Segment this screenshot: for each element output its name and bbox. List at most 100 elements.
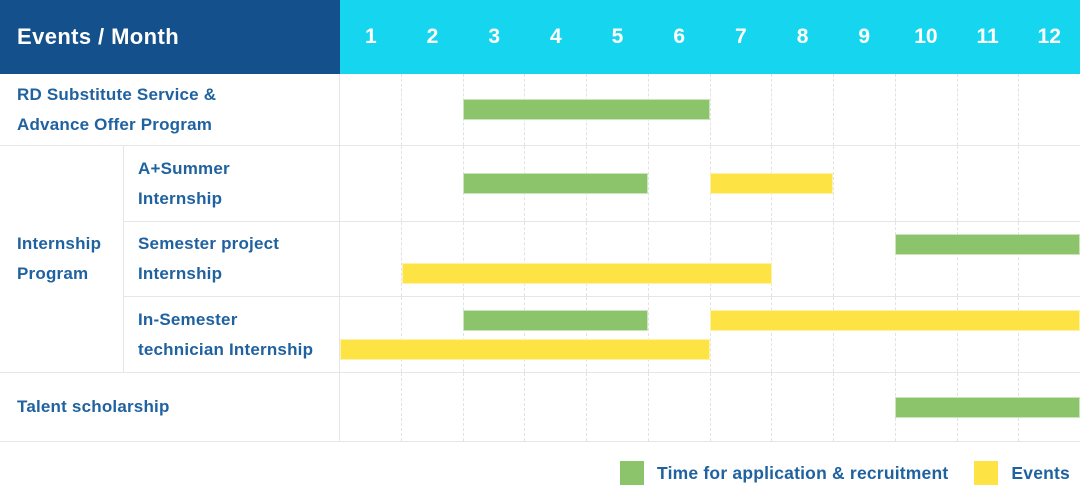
label-line: Program (17, 264, 89, 283)
legend-swatch-events-icon (974, 461, 999, 485)
month-column (711, 74, 773, 145)
month-header-row: 1 2 3 4 5 6 7 8 9 10 11 12 (340, 0, 1080, 74)
month-column (464, 373, 526, 441)
month-column (587, 373, 649, 441)
application-recruitment-bar (463, 99, 710, 120)
table-header: Events / Month 1 2 3 4 5 6 7 8 9 10 11 12 (0, 0, 1080, 74)
month-column (958, 297, 1020, 372)
gantt-body: RD Substitute Service & Advance Offer Pro… (0, 74, 1080, 442)
month-column (402, 297, 464, 372)
month-column (340, 222, 402, 296)
month-column (649, 222, 711, 296)
month-column (711, 373, 773, 441)
month-header-11: 11 (976, 25, 999, 48)
label-line: technician Internship (138, 339, 314, 359)
table-title: Events / Month (17, 24, 180, 49)
month-column (402, 373, 464, 441)
month-column (340, 146, 402, 221)
month-gridlines (340, 297, 1080, 372)
month-gridlines (340, 222, 1080, 296)
row-timeline-4 (340, 297, 1080, 373)
month-header-10: 10 (914, 25, 938, 48)
month-column (525, 373, 587, 441)
month-column (834, 222, 896, 296)
legend-label: Time for application & recruitment (657, 462, 949, 483)
label-line: A+Summer (138, 158, 230, 178)
month-column (587, 222, 649, 296)
bar-tracks (340, 146, 1080, 221)
month-column (340, 373, 402, 441)
month-header-8: 8 (796, 25, 809, 48)
application-recruitment-bar (895, 234, 1080, 255)
month-header-4: 4 (550, 25, 562, 48)
event-bar (340, 338, 710, 360)
month-column (464, 297, 526, 372)
bar-tracks (340, 373, 1080, 441)
legend: Time for application & recruitment Events (620, 461, 1070, 485)
month-column (772, 146, 834, 221)
month-column (834, 146, 896, 221)
bar-track (340, 338, 1080, 360)
month-column (772, 74, 834, 145)
label-line: Internship (17, 234, 102, 253)
label-line: Internship (138, 188, 223, 208)
bar-track (340, 234, 1080, 255)
application-recruitment-bar (895, 396, 1080, 418)
month-column (649, 297, 711, 372)
month-column (958, 74, 1020, 145)
month-column (711, 297, 773, 372)
bar-tracks (340, 222, 1080, 296)
month-column (772, 222, 834, 296)
month-header-2: 2 (426, 25, 439, 48)
label-line: Advance Offer Program (17, 114, 213, 134)
event-bar (401, 263, 772, 284)
row-label-3: Semester project Internship (124, 222, 340, 297)
row-timeline-1 (340, 74, 1080, 146)
month-column (464, 222, 526, 296)
month-header-3: 3 (488, 25, 501, 48)
month-column (834, 297, 896, 372)
row-label-2: A+Summer Internship (124, 146, 340, 222)
bar-track (340, 263, 1080, 284)
month-column (711, 222, 773, 296)
application-recruitment-bar (463, 173, 649, 194)
month-header-7: 7 (735, 25, 747, 48)
bar-track (340, 309, 1080, 331)
legend-label: Events (1011, 462, 1070, 483)
row-timeline-5 (340, 373, 1080, 442)
row-timeline-3 (340, 222, 1080, 297)
bar-tracks (340, 297, 1080, 372)
month-column (896, 146, 958, 221)
month-column (896, 74, 958, 145)
label-line: Talent scholarship (17, 397, 170, 416)
application-recruitment-bar (463, 309, 649, 331)
month-column (958, 222, 1020, 296)
legend-item-green: Time for application & recruitment (620, 461, 948, 485)
month-column (772, 297, 834, 372)
group-label-internship-program: Internship Program (0, 146, 124, 373)
bar-track (340, 99, 1080, 120)
month-column (896, 297, 958, 372)
month-column (772, 373, 834, 441)
month-header-5: 5 (611, 25, 624, 48)
month-column (896, 222, 958, 296)
month-column (834, 74, 896, 145)
month-column (649, 74, 711, 145)
month-column (587, 297, 649, 372)
row-timeline-2 (340, 146, 1080, 222)
month-header-9: 9 (858, 25, 871, 48)
event-bar (710, 309, 1080, 331)
month-header-12: 12 (1037, 25, 1061, 48)
month-column (525, 297, 587, 372)
row-label-5: Talent scholarship (0, 373, 340, 442)
month-column (958, 146, 1020, 221)
bar-tracks (340, 74, 1080, 145)
label-line: Internship (138, 264, 223, 283)
bar-track (340, 396, 1080, 418)
label-line: RD Substitute Service & (17, 84, 217, 104)
month-column (649, 373, 711, 441)
month-column (402, 74, 464, 145)
label-line: Semester project (138, 234, 280, 253)
legend-item-yellow: Events (974, 461, 1070, 485)
bar-track (340, 173, 1080, 194)
